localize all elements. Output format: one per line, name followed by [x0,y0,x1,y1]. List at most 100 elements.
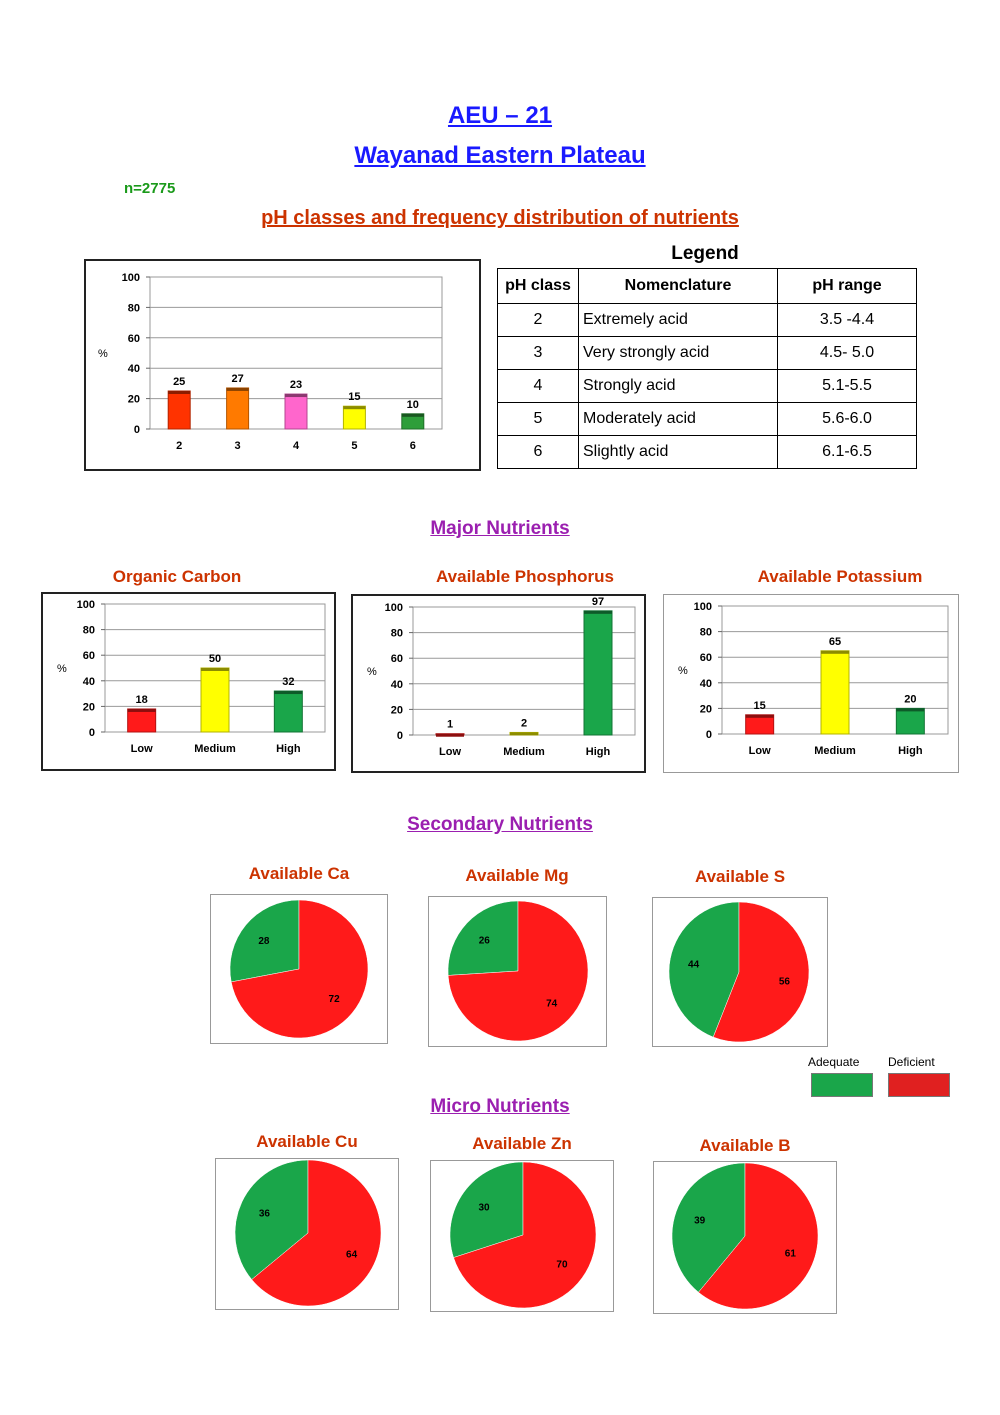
y-tick-label: 80 [83,625,95,637]
ca-chart-frame: 28 72 [210,894,388,1044]
y-tick-label: 20 [83,701,95,713]
bar [342,405,366,430]
legend-row: 3 Very strongly acid 4.5- 5.0 [497,336,917,370]
x-tick-label: 5 [351,440,357,452]
y-axis-label: % [98,348,108,360]
legend-cell-class: 5 [497,402,579,436]
bar-top [896,708,925,712]
x-tick-label: High [586,746,611,758]
page-title: AEU – 21 [447,102,553,129]
pie-slice [449,1161,524,1258]
bar-top [510,732,538,736]
chart-title-cu: Available Cu [256,1132,358,1151]
key-label-adequate: Adequate [808,1055,860,1069]
pie-label: 36 [259,1208,271,1219]
bar-top [745,714,774,718]
legend-row: 5 Moderately acid 5.6-6.0 [497,402,917,436]
pie-slice [668,901,740,1038]
pie-label: 70 [556,1259,568,1270]
b-chart-frame: 39 61 [653,1161,837,1314]
data-label: 97 [592,596,604,608]
pie-slice [229,899,300,983]
pie-label: 74 [546,999,558,1010]
y-tick-label: 20 [700,703,712,715]
x-tick-label: Medium [814,745,856,757]
y-axis-label: % [678,665,688,677]
legend-table: pH class Nomenclature pH range 2 Extreme… [497,268,917,469]
legend-row: 2 Extremely acid 3.5 -4.4 [497,303,917,337]
pie-label: 30 [478,1203,490,1214]
pie-label: 64 [346,1250,358,1261]
x-tick-label: Low [439,746,461,758]
legend-cell-class: 2 [497,303,579,337]
pie-label: 26 [479,935,491,946]
data-label: 2 [521,717,527,729]
zn-chart-frame: 30 70 [430,1160,614,1312]
x-tick-label: 3 [235,440,241,452]
y-tick-label: 60 [700,652,712,664]
bar-top [436,733,464,737]
section-title-secondary: Secondary Nutrients [407,814,593,835]
x-tick-label: 2 [176,440,182,452]
data-label: 20 [904,693,916,705]
bar [820,650,850,735]
x-tick-label: Medium [194,743,236,755]
bar [127,708,157,733]
section-title-major: Major Nutrients [430,518,570,539]
legend-cell-class: 4 [497,369,579,403]
data-label: 1 [447,719,453,731]
x-tick-label: Medium [503,746,545,758]
y-tick-label: 100 [122,272,140,284]
bar [895,707,925,735]
data-label: 65 [829,636,841,648]
x-tick-label: High [276,743,301,755]
bar-top [821,650,849,654]
data-label: 50 [209,653,221,665]
pie-label: 56 [779,977,791,988]
phosphorus-chart: 0 20 40 60 80 100% 1 Low 2 Medium 97 High [367,596,636,758]
x-tick-label: High [898,745,923,757]
data-label: 18 [136,694,148,706]
y-tick-label: 60 [128,333,140,345]
key-swatch-deficient [888,1073,950,1097]
legend-cell-class: 3 [497,336,579,370]
data-label: 25 [173,376,185,388]
copper-pie-chart: 36 64 [234,1159,382,1307]
p-chart-frame: 0 20 40 60 80 100% 1 Low 2 Medium 97 High [351,594,646,773]
organic-carbon-chart: 0 20 40 60 80 100% 18 Low 50 Medium 32 High [57,599,326,755]
bar-top [274,691,303,695]
legend-cell-name: Very strongly acid [578,336,778,370]
chart-title-oc: Organic Carbon [112,567,242,586]
legend-cell-name: Slightly acid [578,435,778,469]
x-tick-label: 6 [410,440,416,452]
key-swatch-adequate [811,1073,873,1097]
cu-chart-frame: 36 64 [215,1158,399,1310]
k-chart-frame: 0 20 40 60 80 100% 15 Low 65 Medium 20 High [663,594,959,773]
legend-cell-name: Extremely acid [578,303,778,337]
boron-pie-chart: 39 61 [671,1162,819,1310]
ph-chart: 0 20 40 60 80 100% 25 2 27 3 23 4 15 5 10 6 [98,272,443,452]
y-tick-label: 40 [83,676,95,688]
y-tick-label: 20 [128,394,140,406]
bar-top [584,610,612,614]
pie-label: 72 [329,994,341,1005]
y-tick-label: 40 [391,679,403,691]
y-tick-label: 60 [391,653,403,665]
pie-label: 28 [258,936,270,947]
pie-slice [447,900,519,976]
potassium-chart: 0 20 40 60 80 100% 15 Low 65 Medium 20 High [678,601,949,757]
x-tick-label: Low [131,743,153,755]
bar-top [226,387,249,391]
legend-cell-name: Moderately acid [578,402,778,436]
pie-label: 44 [688,959,700,970]
key-label-deficient: Deficient [888,1055,935,1069]
y-axis-label: % [57,663,67,675]
y-tick-label: 80 [391,628,403,640]
bar-top [285,394,307,398]
y-tick-label: 20 [391,704,403,716]
page-subtitle: Wayanad Eastern Plateau [354,142,646,169]
chart-title-mg: Available Mg [465,866,569,885]
pie-slice [453,1161,597,1309]
y-tick-label: 100 [77,599,95,611]
chart-title-k: Available Potassium [757,567,923,586]
